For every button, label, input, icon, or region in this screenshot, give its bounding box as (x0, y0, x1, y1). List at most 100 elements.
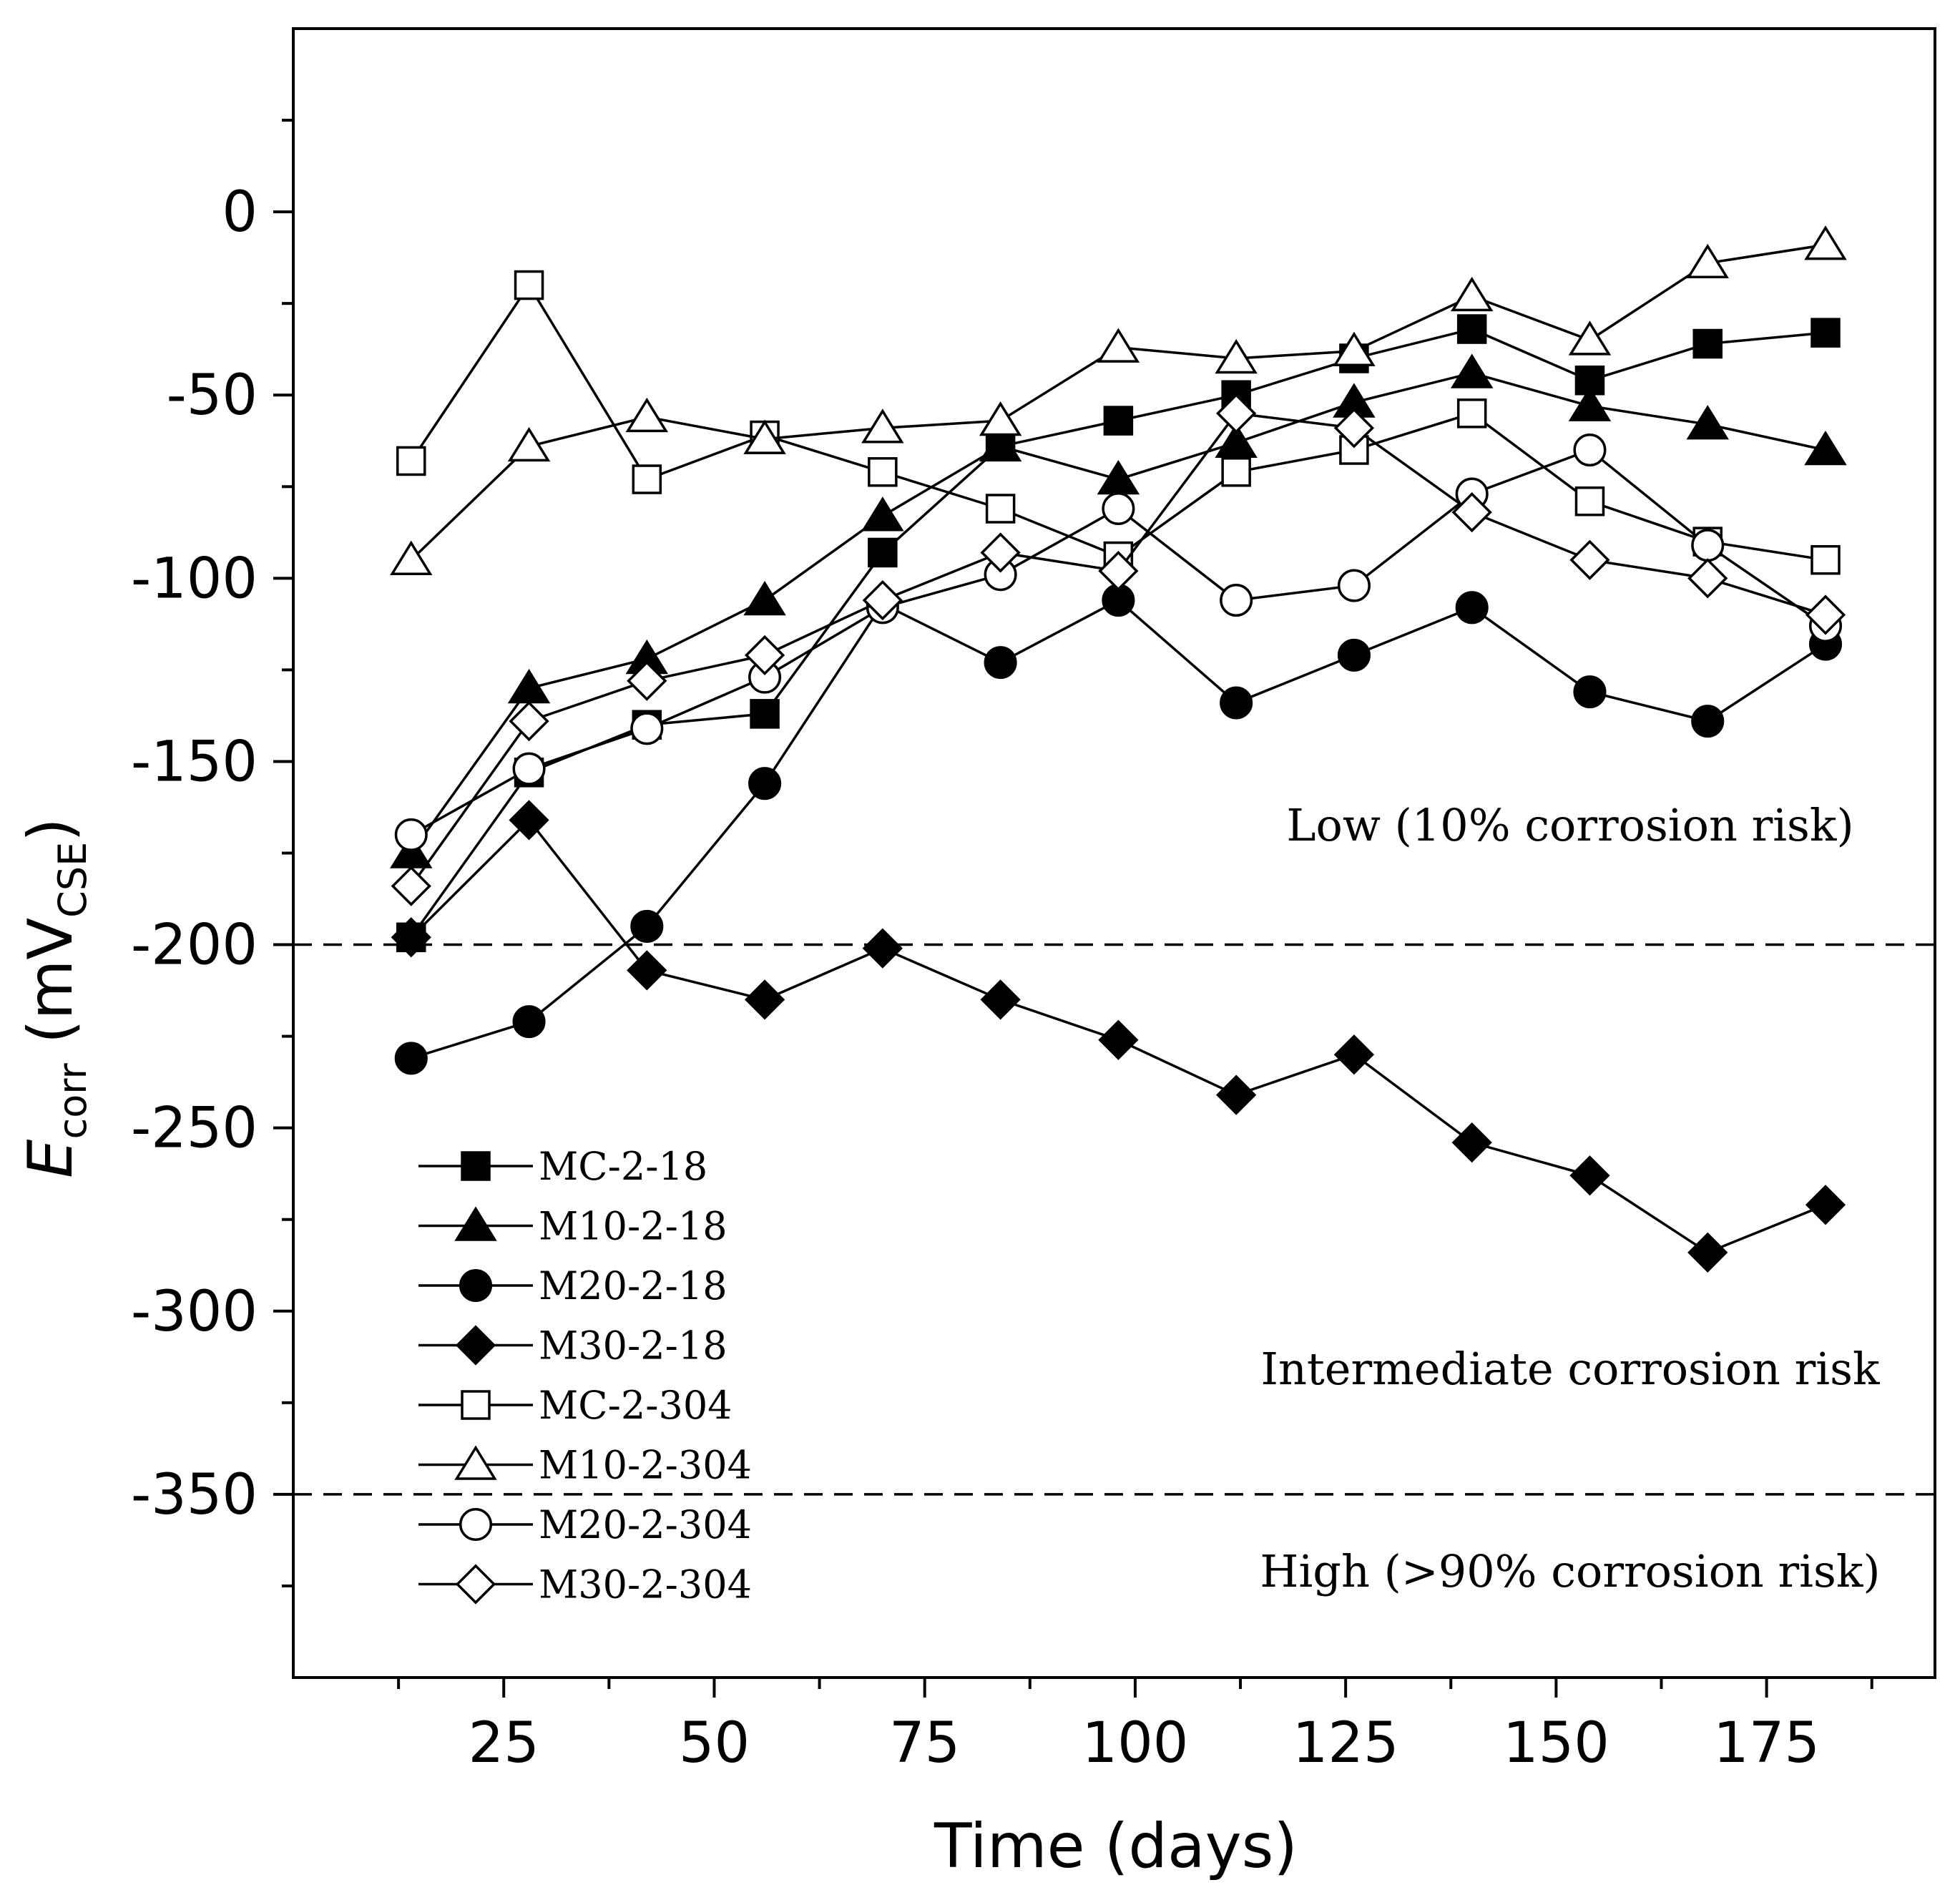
data-point (514, 270, 544, 300)
y-tick-label: -350 (131, 1463, 258, 1527)
data-point (632, 464, 662, 494)
legend-label: M10-2-18 (539, 1204, 727, 1249)
series-M20-2-304 (394, 434, 1843, 851)
legend-label: MC-2-304 (539, 1383, 732, 1428)
x-tick-label: 75 (889, 1711, 960, 1776)
data-point (1102, 491, 1135, 526)
data-point (1103, 406, 1134, 436)
data-point (512, 752, 546, 785)
data-point (744, 635, 785, 676)
data-point (1333, 331, 1376, 366)
y-tick-label: -100 (131, 547, 258, 611)
data-point (627, 950, 667, 991)
data-point (1810, 318, 1841, 348)
legend-entry: M30-2-304 (418, 1562, 752, 1607)
data-point (743, 419, 786, 454)
data-point (1221, 457, 1251, 487)
y-axis-title-symbol: E (15, 1139, 87, 1178)
data-point (1574, 486, 1605, 516)
legend-label: MC-2-18 (539, 1144, 707, 1189)
legend-label: M20-2-304 (539, 1502, 752, 1547)
axis-titles: Time (days) Ecorr (mVCSE) (15, 818, 1298, 1882)
data-point (1337, 638, 1371, 672)
series-M10-2-18 (390, 353, 1847, 868)
reference-lines (293, 943, 1935, 1496)
data-point (984, 646, 1017, 680)
series-M10-2-304 (390, 225, 1847, 575)
data-point (1573, 434, 1607, 467)
y-axis-title-subscript: corr (50, 1063, 95, 1140)
data-point (1220, 686, 1253, 720)
x-tick-label: 25 (469, 1711, 539, 1776)
data-point (1451, 1122, 1492, 1163)
data-point (1450, 353, 1494, 388)
data-point (1692, 328, 1723, 359)
data-point (1568, 386, 1612, 421)
x-axis-title: Time (days) (934, 1811, 1298, 1882)
data-point (391, 917, 431, 958)
legend-marker (454, 1445, 497, 1480)
data-point (750, 699, 780, 729)
data-point (394, 818, 428, 851)
x-tick-label: 125 (1293, 1711, 1399, 1776)
legend-marker (461, 1390, 491, 1420)
data-point (979, 426, 1022, 462)
y-axis-title-unit: (mV (15, 918, 87, 1064)
legend-entry: MC-2-18 (418, 1144, 707, 1189)
legend-entry: M10-2-18 (418, 1204, 727, 1249)
data-point (985, 494, 1016, 524)
y-tick-label: 0 (222, 180, 258, 245)
data-point (1456, 398, 1487, 429)
data-point (744, 979, 785, 1020)
data-point (1215, 338, 1258, 374)
y-tick-label: -250 (131, 1097, 258, 1161)
legend-entry: M10-2-304 (418, 1443, 752, 1488)
legend-entry: M20-2-18 (418, 1263, 727, 1308)
data-point (861, 408, 904, 444)
legend-label: M10-2-304 (539, 1443, 752, 1488)
data-point (1805, 1185, 1846, 1225)
legend-entry: MC-2-304 (418, 1383, 732, 1428)
y-axis-title: Ecorr (mVCSE) (15, 818, 95, 1178)
legend-marker (454, 1206, 497, 1241)
risk-annotations: Low (10% corrosion risk) Intermediate co… (1260, 799, 1880, 1597)
legend-label: M30-2-18 (539, 1323, 727, 1368)
data-point (1333, 408, 1375, 449)
legend-marker (455, 1564, 496, 1605)
data-point (1569, 1155, 1610, 1196)
data-point (1216, 393, 1257, 434)
y-tick-label: -200 (131, 914, 258, 978)
legend: MC-2-18 M10-2-18 M20-2-18 M30-2-18 MC-2-304 M… (418, 1144, 752, 1607)
data-point (394, 1042, 428, 1075)
data-point (1568, 320, 1612, 356)
data-point (868, 537, 898, 568)
data-point (391, 866, 431, 906)
data-point (980, 532, 1021, 573)
data-point (1216, 1074, 1257, 1115)
data-point (390, 540, 433, 575)
legend-entry: M20-2-304 (418, 1502, 752, 1547)
data-point (1804, 430, 1847, 466)
data-point (868, 457, 898, 487)
series-M30-2-304 (391, 393, 1846, 906)
data-point (1691, 705, 1725, 738)
annotation-intermediate-risk: Intermediate corrosion risk (1260, 1343, 1879, 1395)
data-point (1804, 225, 1847, 260)
data-point (1098, 550, 1139, 592)
data-point (748, 767, 782, 800)
data-point (1455, 591, 1489, 625)
legend-label: M30-2-304 (539, 1562, 752, 1607)
data-point (630, 712, 664, 745)
data-point (1450, 276, 1494, 312)
data-point (1337, 569, 1371, 602)
data-point (396, 446, 426, 476)
data-point (1686, 405, 1729, 440)
data-point (979, 401, 1022, 436)
x-tick-label: 50 (679, 1711, 750, 1776)
y-axis-title-unit-subscript: CSE (50, 842, 95, 918)
data-point (1805, 594, 1846, 635)
data-point (1687, 558, 1728, 599)
data-point (1220, 584, 1253, 617)
x-tick-label: 150 (1503, 1711, 1609, 1776)
